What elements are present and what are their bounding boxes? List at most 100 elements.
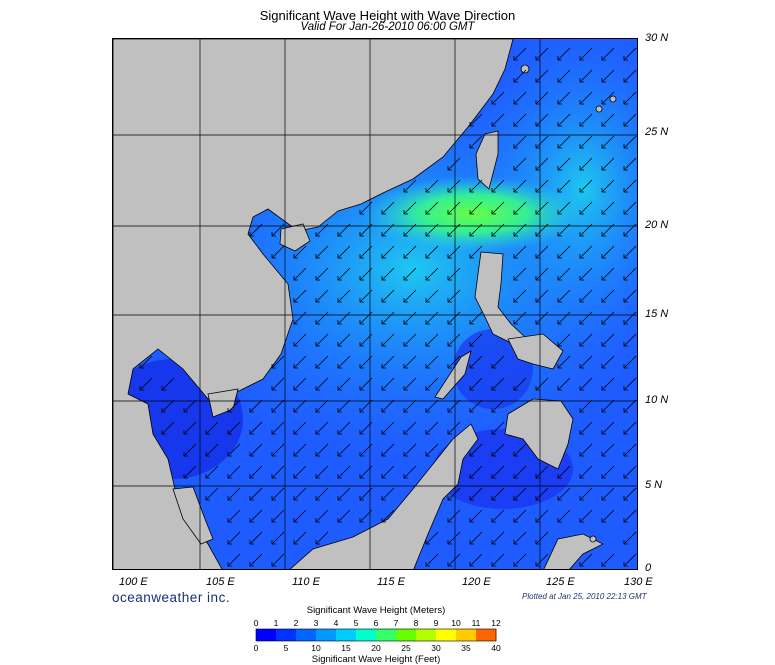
wave-arrow-189	[183, 399, 197, 413]
wave-arrow-289	[491, 509, 505, 523]
wave-arrow-188	[161, 399, 175, 413]
wave-arrow-35	[513, 157, 527, 171]
graticule	[113, 39, 637, 569]
lon-label-105e: 105 E	[206, 576, 235, 588]
chart-title: Significant Wave Height with Wave Direct…	[259, 8, 516, 23]
wave-arrow-100	[337, 267, 351, 281]
wave-arrow-91	[469, 245, 483, 259]
wave-arrow-150	[557, 333, 571, 347]
wave-arrow-9	[579, 69, 593, 83]
wave-arrow-162	[425, 355, 439, 369]
wave-arrow-78	[557, 223, 571, 237]
wave-arrow-75	[491, 223, 505, 237]
wave-arrow-296	[227, 531, 241, 545]
wave-arrow-151	[579, 333, 593, 347]
wave-arrow-202	[491, 399, 505, 413]
colorbar-feet-tick-0: 0	[254, 643, 259, 653]
wave-arrow-109	[579, 267, 593, 281]
wave-arrow-55	[425, 201, 439, 215]
colorbar-meter-tick-6: 6	[374, 618, 379, 628]
wave-arrow-111	[623, 267, 637, 281]
colorbar: 0 1 2 3 4 5 6 7 8 9 10 11 12 0 5 10 15 20 25 30 35 40	[254, 618, 501, 653]
land-palawan	[434, 350, 472, 400]
wave-arrow-169	[623, 355, 637, 369]
wave-arrow-99	[315, 267, 329, 281]
wave-arrow-256	[535, 465, 549, 479]
colorbar-swatch-11	[476, 629, 497, 641]
wave-arrow-275	[557, 487, 571, 501]
wave-arrow-264	[271, 487, 285, 501]
wave-arrow-11	[623, 69, 637, 83]
land-taiwan	[475, 130, 499, 190]
wave-arrow-141	[293, 333, 307, 347]
colorbar-swatch-2	[296, 629, 317, 641]
wave-arrow-171	[161, 377, 175, 391]
wave-arrow-2	[557, 47, 571, 61]
wave-arrow-88	[403, 245, 417, 259]
wave-arrow-71	[403, 223, 417, 237]
wave-arrow-53	[381, 201, 395, 215]
wave-arrow-182	[513, 377, 527, 391]
wave-arrow-274	[535, 487, 549, 501]
wave-arrow-272	[491, 487, 505, 501]
land-island-ryukyu-2	[595, 105, 603, 113]
wave-arrow-154	[139, 355, 153, 369]
colorbar-meter-tick-4: 4	[334, 618, 339, 628]
wave-arrow-232	[359, 443, 373, 457]
wave-arrow-51	[623, 179, 637, 193]
colorbar-swatch-1	[276, 629, 297, 641]
colorbar-feet-tick-3: 15	[341, 643, 351, 653]
lat-label-10n: 10 N	[645, 394, 669, 406]
wave-arrow-294	[601, 509, 615, 523]
wave-arrow-234	[403, 443, 417, 457]
wave-arrow-246	[271, 465, 285, 479]
wave-arrow-181	[491, 377, 505, 391]
colorbar-meter-tick-3: 3	[314, 618, 319, 628]
wave-arrow-184	[557, 377, 571, 391]
colorbar-swatch-0	[256, 629, 277, 641]
wave-arrow-107	[535, 267, 549, 281]
wave-arrow-108	[557, 267, 571, 281]
colorbar-meter-ticks: 0 1 2 3 4 5 6 7 8 9 10 11 12	[254, 618, 501, 628]
wave-arrow-81	[623, 223, 637, 237]
wave-arrow-34	[447, 157, 461, 171]
wave-arrow-64	[623, 201, 637, 215]
wave-arrow-236	[469, 443, 483, 457]
wave-arrow-30	[557, 135, 571, 149]
wave-arrow-58	[491, 201, 505, 215]
lat-label-25n: 25 N	[645, 126, 669, 138]
wave-arrow-105	[447, 267, 461, 281]
wave-arrow-228	[271, 443, 285, 457]
wave-arrow-128	[337, 311, 351, 325]
colorbar-swatch-4	[336, 629, 357, 641]
land-sulawesi	[543, 533, 604, 569]
wave-arrow-223	[623, 421, 637, 435]
wave-arrow-267	[337, 487, 351, 501]
wave-arrow-311	[425, 553, 439, 567]
wave-arrow-176	[359, 377, 373, 391]
wave-arrow-231	[337, 443, 351, 457]
wave-arrow-126	[293, 311, 307, 325]
wave-arrow-205	[623, 399, 637, 413]
colorbar-swatch-7	[396, 629, 417, 641]
wave-arrow-237	[491, 443, 505, 457]
wave-arrow-42	[425, 179, 439, 193]
wave-arrow-116	[381, 289, 395, 303]
wave-arrow-135	[513, 311, 527, 325]
land-borneo	[289, 423, 479, 569]
colorbar-swatch-3	[316, 629, 337, 641]
wave-arrow-293	[579, 509, 593, 523]
wave-arrow-87	[381, 245, 395, 259]
wave-arrow-280	[249, 509, 263, 523]
wave-arrow-131	[403, 311, 417, 325]
wave-arrow-174	[315, 377, 329, 391]
wave-arrow-47	[535, 179, 549, 193]
wave-arrow-318	[601, 553, 615, 567]
wave-arrow-201	[469, 399, 483, 413]
wave-arrow-316	[535, 553, 549, 567]
wave-arrow-271	[469, 487, 483, 501]
wave-arrow-221	[579, 421, 593, 435]
wave-arrow-76	[513, 223, 527, 237]
lat-label-20n: 20 N	[645, 219, 669, 231]
wave-arrow-124	[601, 289, 615, 303]
